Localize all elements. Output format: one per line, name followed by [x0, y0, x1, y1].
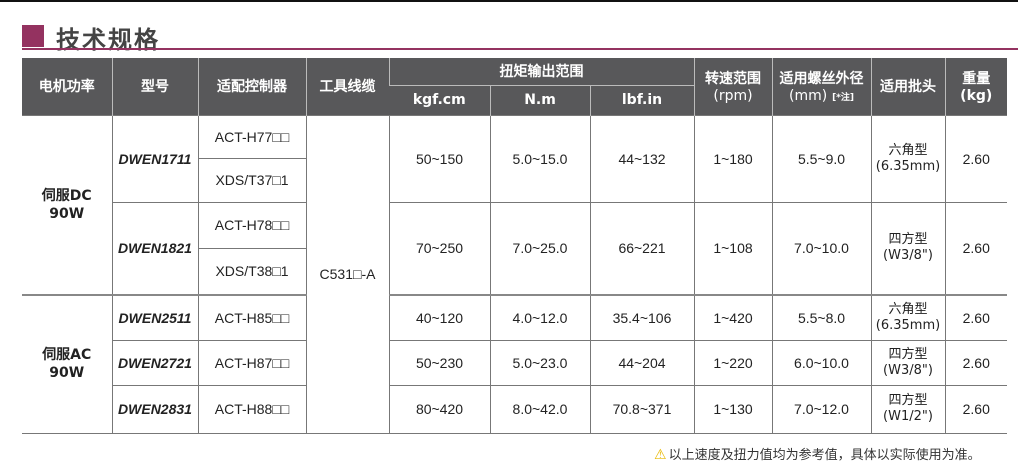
bit-cell: 四方型 (W1/2")	[870, 384, 946, 434]
rpm-cell: 1~220	[693, 339, 773, 386]
table-row: DWEN1821 ACT-H78□□ 70~250 7.0~25.0 66~22…	[22, 201, 1007, 296]
col-nm: N.m	[489, 85, 590, 115]
rpm-cell: 1~108	[693, 201, 773, 296]
col-kgfcm: kgf.cm	[389, 85, 490, 115]
title-underline	[22, 48, 1018, 50]
bit-cell: 四方型 (W3/8")	[870, 339, 946, 386]
model-cell: DWEN2721	[112, 339, 199, 386]
model-cell: DWEN1711	[111, 114, 199, 203]
lbfin-cell: 44~204	[589, 339, 695, 386]
weight-cell: 2.60	[944, 201, 1007, 296]
col-power: 电机功率	[22, 58, 112, 115]
controller-cell: ACT-H87□□	[197, 339, 307, 386]
weight-cell: 2.60	[944, 114, 1007, 203]
controller-cell: XDS/T37□1	[198, 157, 306, 203]
power-group: 伺服AC 90W	[22, 294, 113, 434]
col-screw: 适用螺丝外径 (mm) [*注]	[771, 58, 871, 115]
col-bit: 适用批头	[870, 58, 945, 115]
nm-cell: 5.0~23.0	[489, 339, 591, 386]
model-cell: DWEN1821	[112, 201, 199, 296]
weight-cell: 2.60	[944, 384, 1007, 434]
footer-note: ⚠ 以上速度及扭力值均为参考值，具体以实际使用为准。	[654, 447, 981, 463]
kgfcm-cell: 70~250	[388, 201, 491, 296]
col-cable: 工具线缆	[305, 58, 389, 115]
col-lbfin: lbf.in	[589, 85, 694, 115]
screw-cell: 7.0~10.0	[771, 201, 872, 296]
table-row: 伺服AC 90W DWEN2511 ACT-H85□□ 40~120 4.0~12…	[22, 294, 1007, 434]
bit-cell: 六角型 (6.35mm)	[870, 114, 946, 203]
section-marker	[22, 25, 44, 47]
kgfcm-cell: 80~420	[388, 384, 491, 434]
lbfin-cell: 35.4~106	[589, 294, 695, 341]
weight-cell: 2.60	[944, 339, 1007, 386]
lbfin-cell: 70.8~371	[589, 384, 695, 434]
screw-cell: 5.5~9.0	[771, 114, 872, 203]
controller-cell: XDS/T38□1	[198, 247, 306, 296]
screw-cell: 6.0~10.0	[771, 339, 872, 386]
controller-cell: ACT-H88□□	[197, 384, 307, 434]
kgfcm-cell: 40~120	[388, 294, 491, 341]
weight-cell: 2.60	[944, 294, 1007, 341]
nm-cell: 7.0~25.0	[489, 201, 591, 296]
bit-cell: 四方型 (W3/8")	[870, 201, 946, 296]
controller-cell: ACT-H77□□	[197, 114, 307, 159]
lbfin-cell: 66~221	[589, 201, 695, 296]
bit-cell: 六角型 (6.35mm)	[870, 294, 946, 341]
kgfcm-cell: 50~230	[388, 339, 491, 386]
col-weight: 重量 (kg)	[944, 58, 1007, 115]
col-torque: 扭矩输出范围	[388, 58, 694, 86]
note-marker: [*注]	[832, 93, 854, 104]
model-cell: DWEN2831	[112, 384, 199, 434]
nm-cell: 5.0~15.0	[489, 114, 591, 203]
table-row: 伺服DC 90W DWEN1711 ACT-H77□□ C531□-A 50~15…	[22, 114, 1007, 434]
screw-cell: 5.5~8.0	[771, 294, 872, 341]
table-row: DWEN2831 ACT-H88□□ 80~420 8.0~42.0 70.8~…	[22, 384, 1007, 434]
lbfin-cell: 44~132	[589, 114, 695, 203]
nm-cell: 8.0~42.0	[489, 384, 591, 434]
model-cell: DWEN2511	[111, 294, 199, 341]
rpm-cell: 1~130	[693, 384, 773, 434]
warning-icon: ⚠	[654, 447, 667, 463]
controller-cell: ACT-H85□□	[197, 294, 307, 341]
rpm-cell: 1~180	[693, 114, 773, 203]
table-row: DWEN2721 ACT-H87□□ 50~230 5.0~23.0 44~20…	[22, 339, 1007, 386]
screw-cell: 7.0~12.0	[771, 384, 872, 434]
section-header: 技术规格	[22, 23, 1018, 54]
kgfcm-cell: 50~150	[388, 114, 491, 203]
rpm-cell: 1~420	[693, 294, 773, 341]
col-controller: 适配控制器	[197, 58, 306, 115]
nm-cell: 4.0~12.0	[489, 294, 591, 341]
spec-table: 电机功率 型号 适配控制器 工具线缆 扭矩输出范围 转速范围 (rpm) 适用螺丝…	[22, 58, 1007, 434]
controller-cell: ACT-H78□□	[197, 201, 307, 249]
col-model: 型号	[111, 58, 198, 115]
power-group: 伺服DC 90W	[22, 114, 113, 296]
cable-cell: C531□-A	[305, 114, 390, 434]
top-rule	[0, 0, 1018, 2]
col-speed: 转速范围 (rpm)	[693, 58, 772, 115]
